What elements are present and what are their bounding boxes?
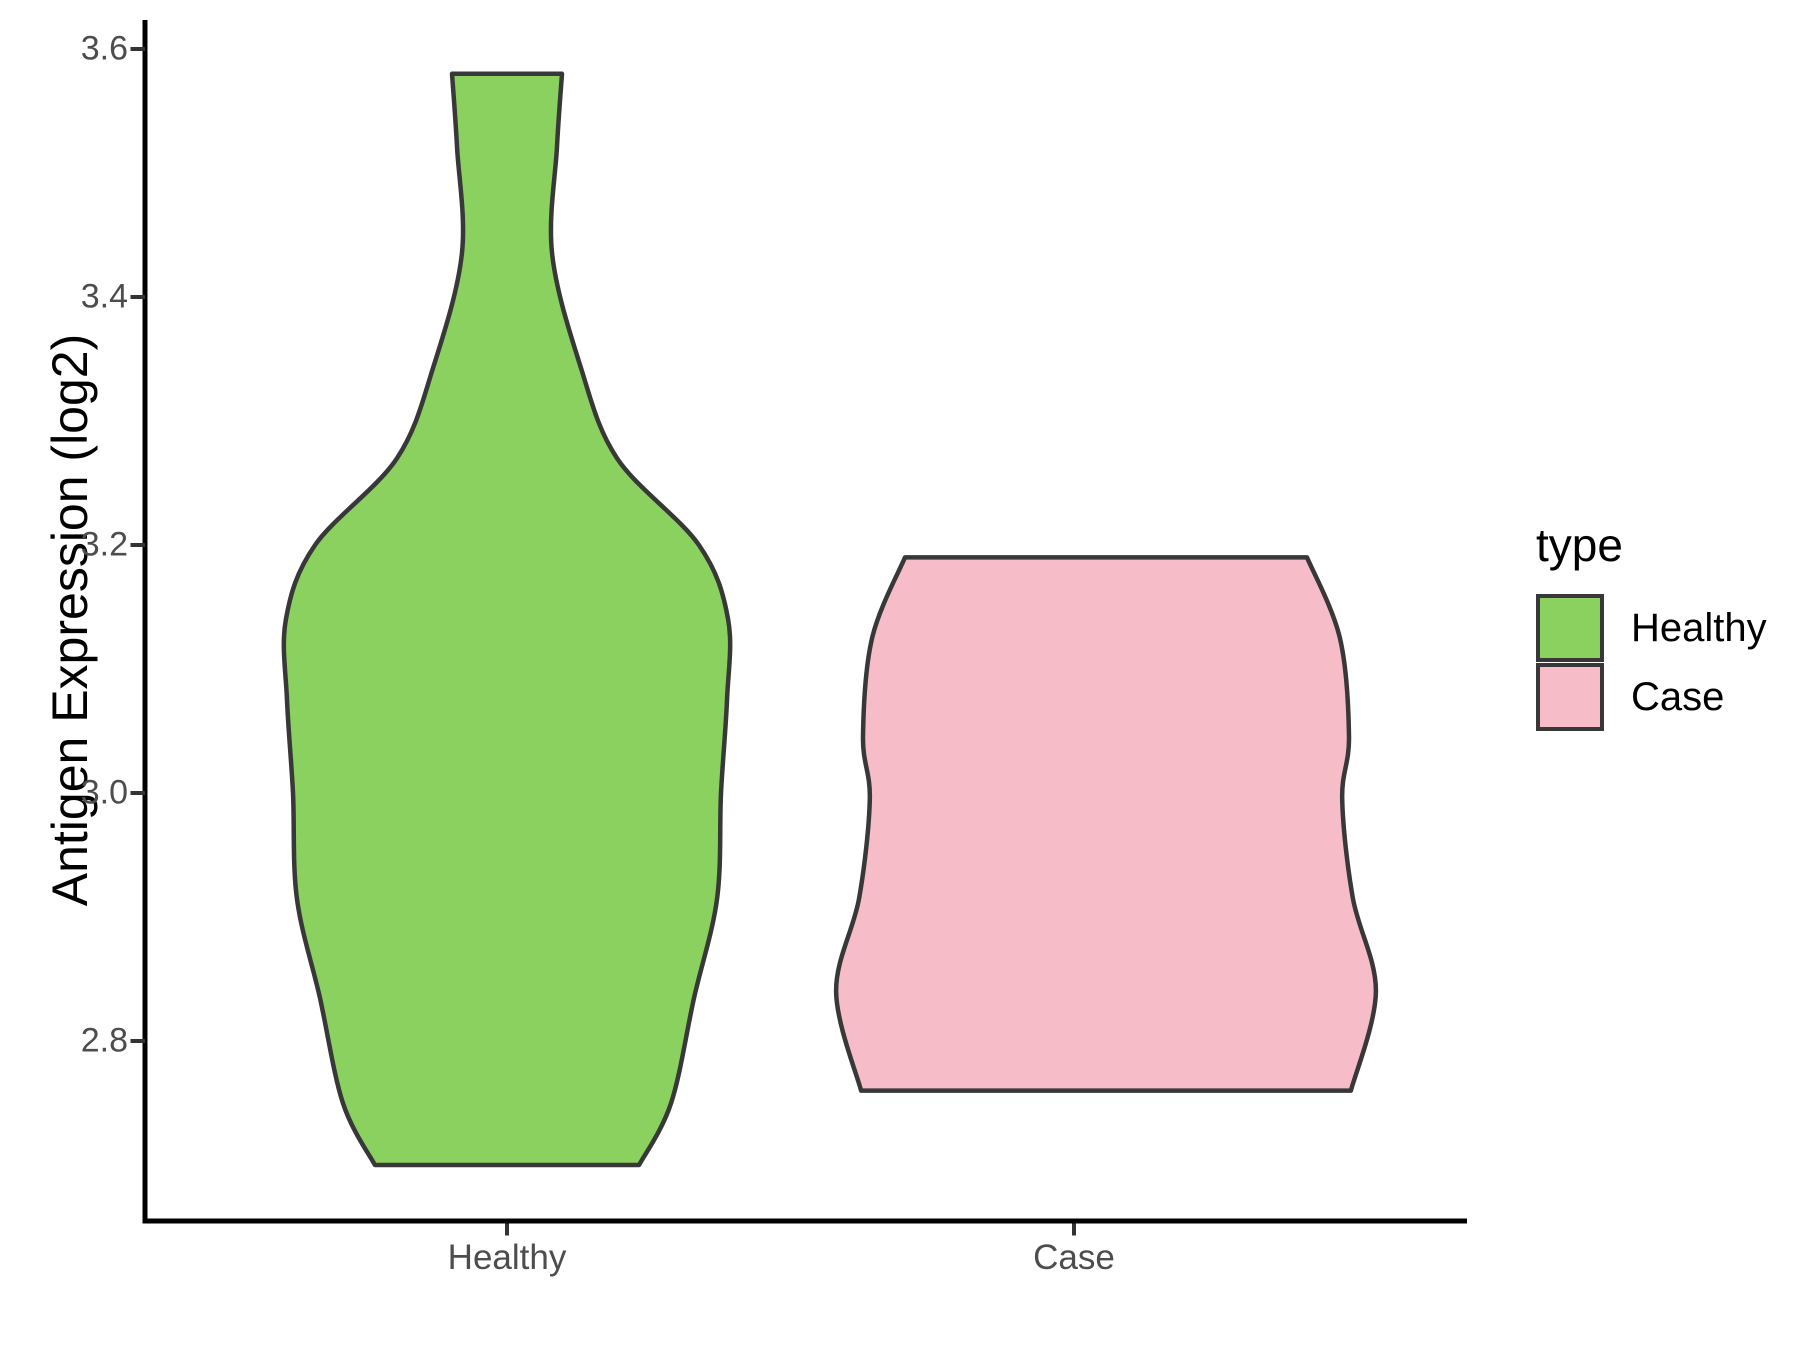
violin-case <box>833 555 1379 1093</box>
legend-entries: Healthy Case <box>1536 594 1767 731</box>
violin-healthy <box>281 71 733 1168</box>
y-tick-label-3.0: 3.0 <box>80 773 128 812</box>
y-tick-label-2.8: 2.8 <box>80 1021 128 1060</box>
y-tick-label-3.6: 3.6 <box>80 29 128 68</box>
y-tick-label-3.2: 3.2 <box>80 525 128 564</box>
legend: type Healthy Case <box>1536 518 1767 732</box>
legend-label-case: Case <box>1631 674 1725 719</box>
y-axis-title: Antigen Expression (log2) <box>42 333 98 907</box>
legend-row-case: Case <box>1536 663 1767 731</box>
legend-key-swatch-healthy <box>1536 594 1604 662</box>
y-tick-label-3.4: 3.4 <box>80 277 128 316</box>
x-category-label-healthy: Healthy <box>447 1238 567 1277</box>
legend-key-swatch-case <box>1536 663 1604 731</box>
legend-row-healthy: Healthy <box>1536 594 1767 662</box>
x-category-label-case: Case <box>1033 1238 1115 1277</box>
legend-label-healthy: Healthy <box>1631 605 1767 650</box>
legend-title: type <box>1536 519 1623 571</box>
